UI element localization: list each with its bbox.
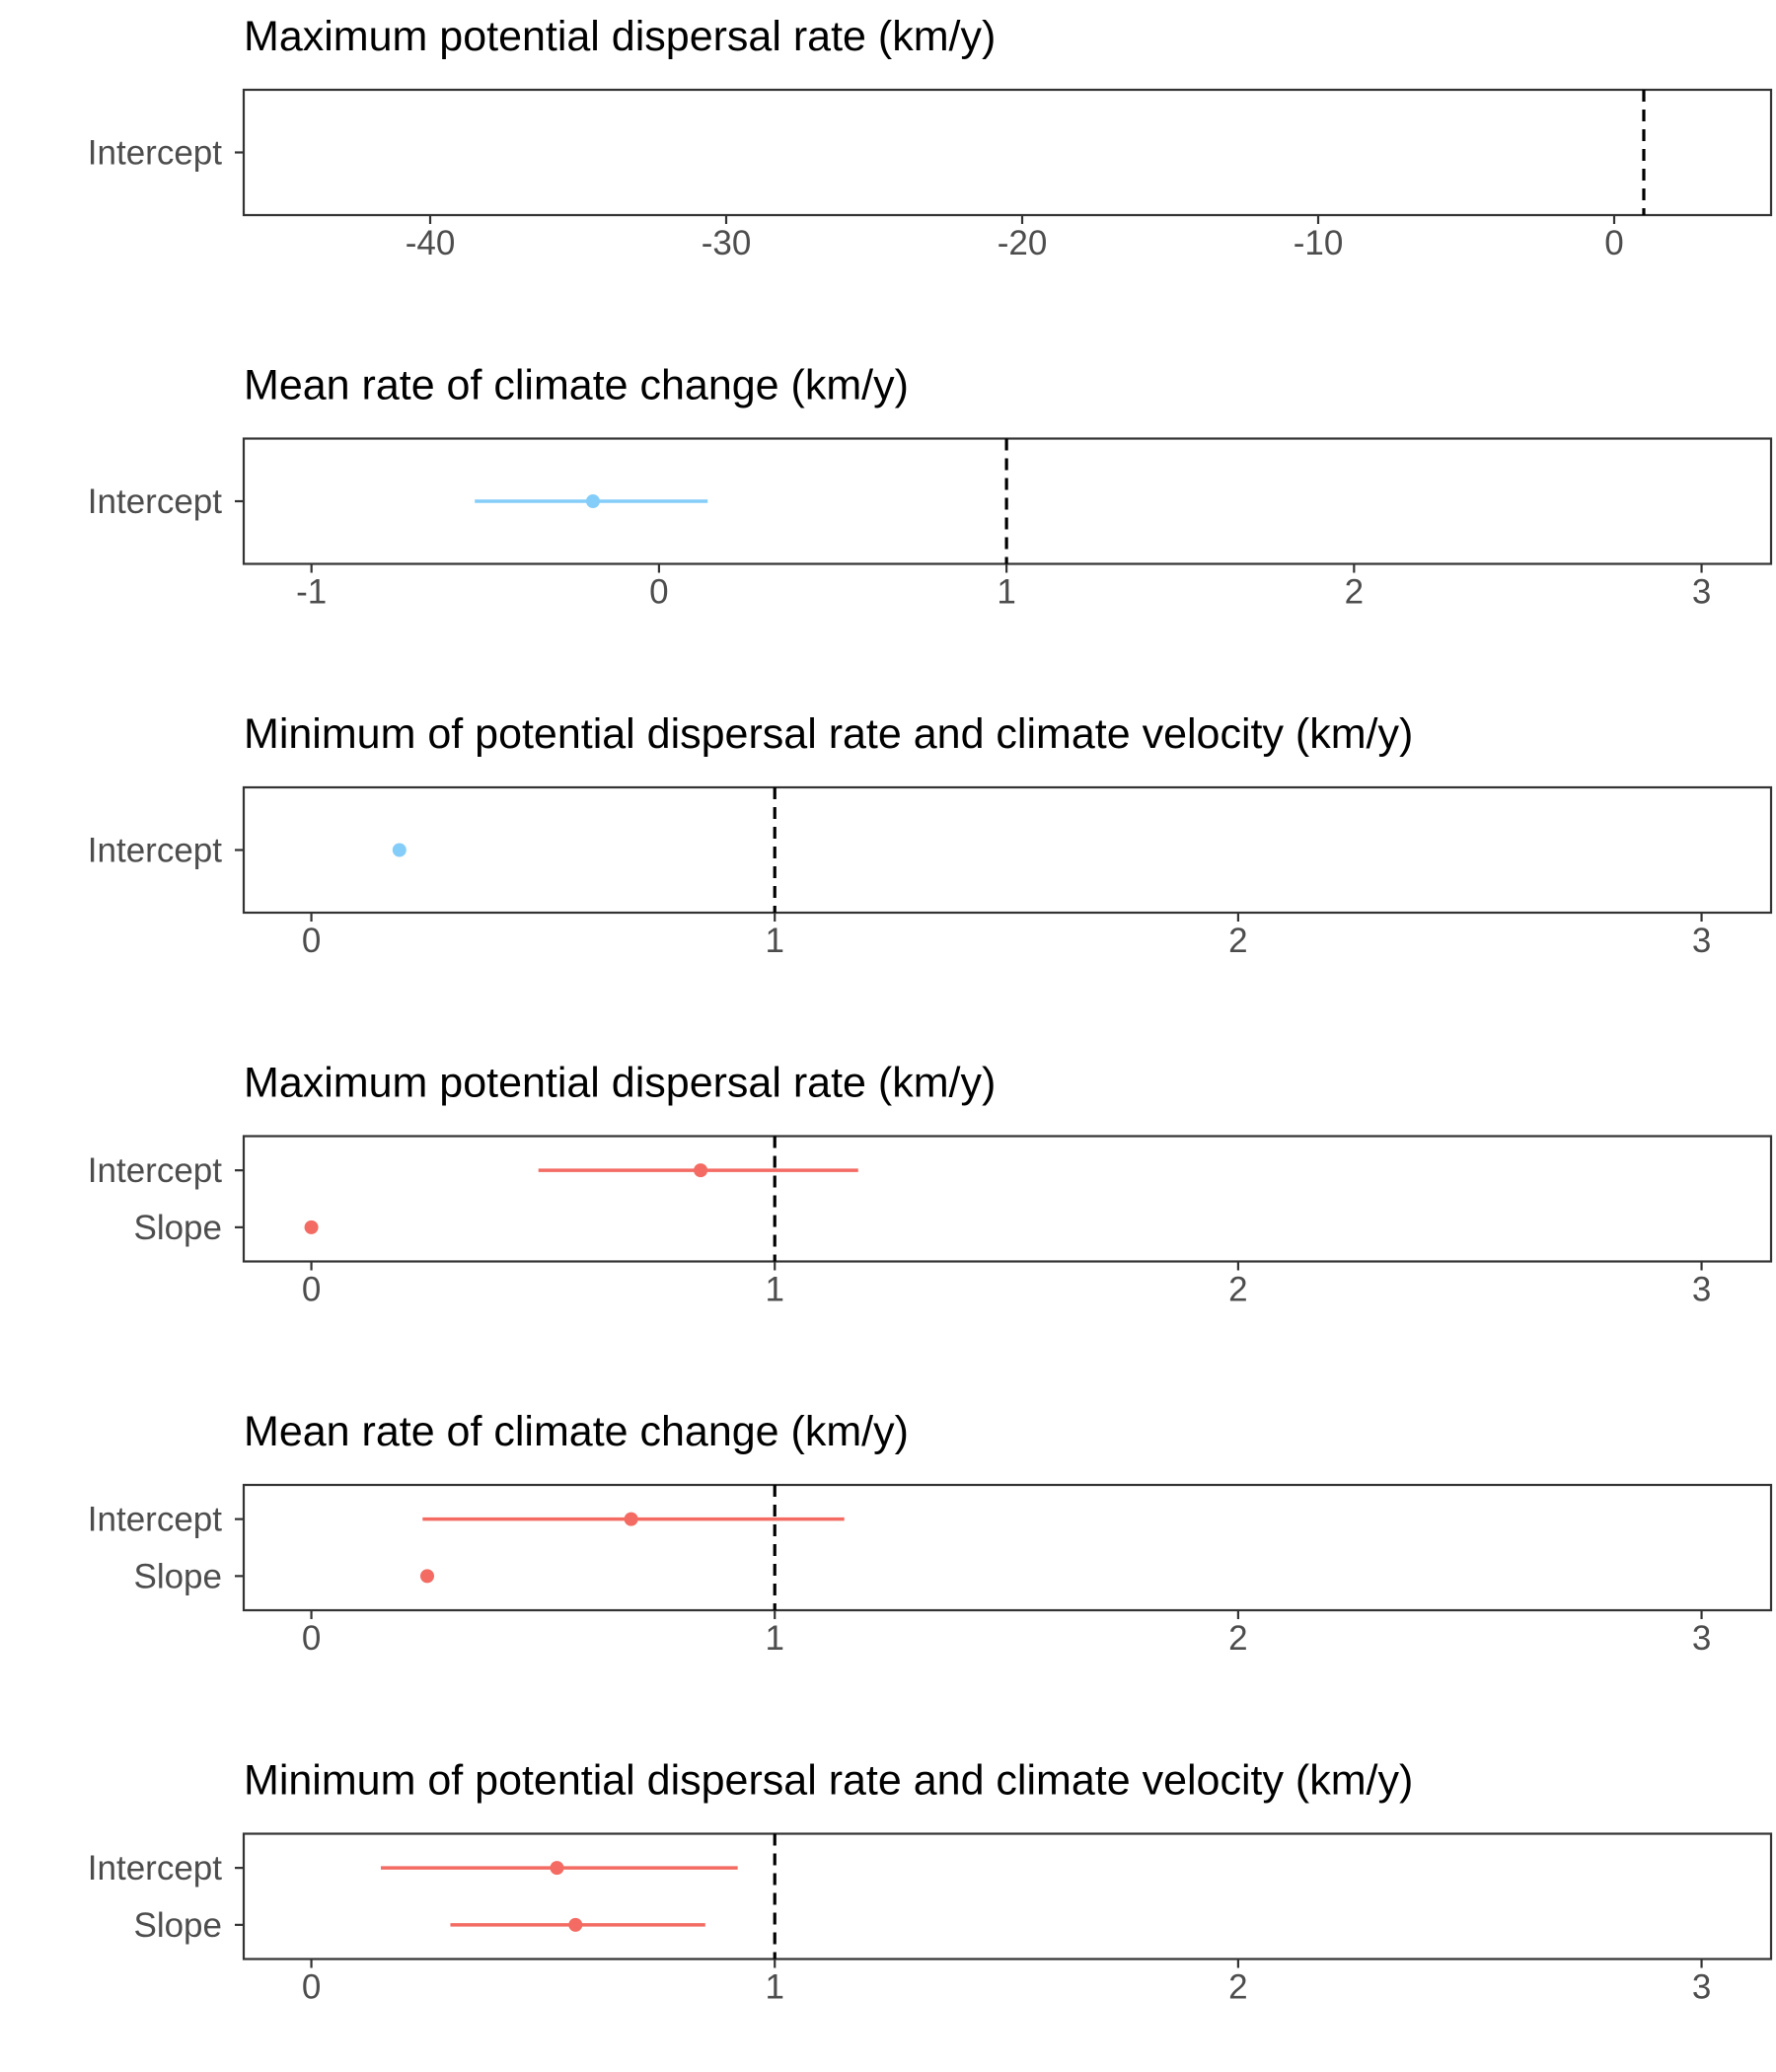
x-tick-label: 2 <box>1228 1271 1247 1309</box>
x-tick-label: 0 <box>302 1619 321 1658</box>
x-tick-label: 2 <box>1228 922 1247 960</box>
panel-title: Minimum of potential dispersal rate and … <box>244 710 1413 758</box>
x-tick-label: 1 <box>765 1619 783 1658</box>
panel-frame <box>242 1483 1773 1612</box>
panel-4: Maximum potential dispersal rate (km/y) I… <box>88 1060 1773 1309</box>
x-tick-label: 0 <box>302 1271 321 1309</box>
panel-6: Minimum of potential dispersal rate and … <box>88 1757 1773 2007</box>
x-tick-label: 0 <box>302 922 321 960</box>
y-tick-label: Intercept <box>88 1501 222 1539</box>
x-tick-label: 2 <box>1228 1619 1247 1658</box>
estimate-point <box>694 1163 708 1178</box>
x-tick-label: 1 <box>997 573 1015 612</box>
x-tick-label: 1 <box>765 1968 783 2007</box>
panel-title: Maximum potential dispersal rate (km/y) <box>244 1060 996 1107</box>
x-tick-label: 3 <box>1692 922 1711 960</box>
panel-frame <box>242 1135 1773 1263</box>
x-tick-label: 1 <box>765 1271 783 1309</box>
x-tick-label: -10 <box>1294 224 1344 262</box>
estimate-point <box>585 494 600 508</box>
estimate-point <box>419 1569 434 1584</box>
panel-3: Minimum of potential dispersal rate and … <box>88 710 1773 960</box>
x-tick-label: 0 <box>649 573 668 612</box>
y-tick-label: Intercept <box>88 1849 222 1887</box>
panel-frame <box>242 88 1773 217</box>
x-tick-label: 1 <box>765 922 783 960</box>
panel-title: Minimum of potential dispersal rate and … <box>244 1757 1413 1805</box>
panel-frame <box>242 1832 1773 1961</box>
y-tick-label: Intercept <box>88 832 222 870</box>
x-tick-label: 3 <box>1692 1968 1711 2007</box>
x-tick-label: 2 <box>1228 1968 1247 2007</box>
estimate-point <box>304 1220 319 1234</box>
panel-frame <box>242 785 1773 915</box>
x-tick-label: 3 <box>1692 1271 1711 1309</box>
y-tick-label: Slope <box>133 1557 222 1595</box>
estimate-point <box>550 1861 564 1876</box>
estimate-point <box>392 843 407 857</box>
panel-2: Mean rate of climate change (km/y) Interc… <box>88 362 1773 612</box>
y-tick-label: Slope <box>133 1209 222 1247</box>
y-tick-label: Intercept <box>88 482 222 521</box>
x-tick-label: -1 <box>296 573 327 612</box>
panel-5: Mean rate of climate change (km/y) Interc… <box>88 1408 1773 1658</box>
x-tick-label: -30 <box>702 224 752 262</box>
panel-title: Maximum potential dispersal rate (km/y) <box>244 13 996 60</box>
panel-title: Mean rate of climate change (km/y) <box>244 1408 909 1455</box>
y-tick-label: Slope <box>133 1906 222 1945</box>
x-tick-label: -20 <box>998 224 1048 262</box>
x-tick-label: -40 <box>406 224 456 262</box>
x-tick-label: 3 <box>1692 1619 1711 1658</box>
x-tick-label: 0 <box>302 1968 321 2007</box>
y-tick-label: Intercept <box>88 1151 222 1190</box>
estimate-point <box>624 1512 638 1526</box>
x-tick-label: 0 <box>1604 224 1623 262</box>
x-tick-label: 2 <box>1345 573 1364 612</box>
y-tick-label: Intercept <box>88 134 222 173</box>
x-tick-label: 3 <box>1692 573 1711 612</box>
panel-1: Maximum potential dispersal rate (km/y) I… <box>88 13 1773 262</box>
estimate-point <box>568 1917 583 1932</box>
panel-title: Mean rate of climate change (km/y) <box>244 362 909 409</box>
